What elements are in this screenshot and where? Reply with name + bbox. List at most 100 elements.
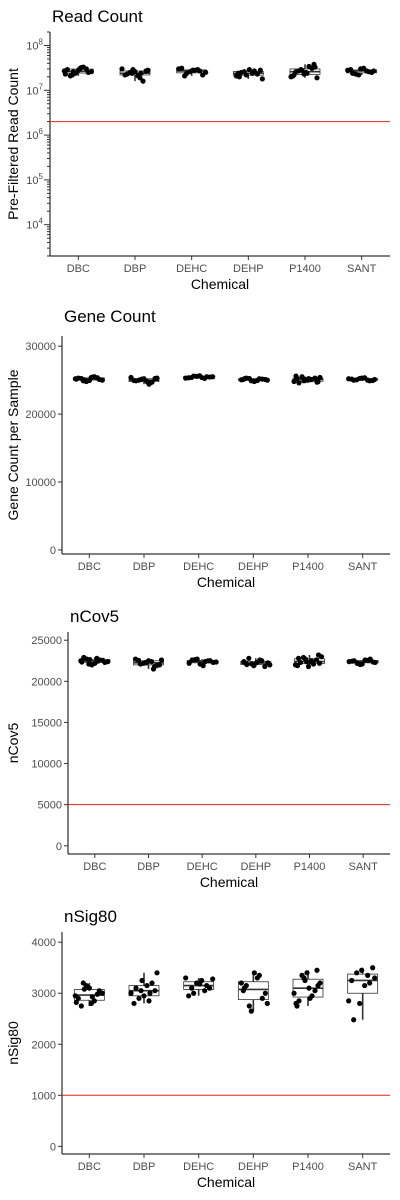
y-tick-label: 108 [26, 37, 43, 52]
y-tick-label: 105 [26, 172, 43, 187]
data-point [128, 990, 134, 996]
data-point [100, 657, 106, 663]
y-tick-label: 106 [26, 127, 43, 142]
data-point [86, 377, 92, 384]
data-point [148, 659, 155, 665]
data-point [189, 374, 195, 381]
data-point [78, 1003, 84, 1009]
data-point [152, 988, 158, 994]
data-point [143, 68, 149, 74]
data-point [99, 377, 105, 383]
x-tick-label: DBC [78, 1161, 101, 1173]
y-tick-label: 0 [50, 1141, 56, 1153]
data-point [91, 998, 97, 1004]
data-point [305, 663, 312, 670]
data-point [302, 977, 308, 984]
data-point [156, 662, 163, 668]
data-point [351, 1017, 357, 1023]
data-point [241, 69, 247, 75]
data-point [202, 375, 208, 382]
data-point [73, 376, 79, 382]
data-point [313, 657, 320, 663]
data-point [81, 377, 87, 383]
data-point [307, 995, 313, 1001]
panel-0: Read Count 104 105 106 107 108 DBC DBP DEHC DEHP P… [5, 7, 390, 292]
data-point [299, 972, 305, 978]
data-point [88, 69, 94, 75]
data-point [183, 975, 189, 981]
y-tick-label: 5000 [38, 800, 62, 812]
data-point [349, 658, 355, 664]
x-tick-label: P1400 [292, 561, 324, 573]
data-point [246, 66, 252, 73]
data-point [70, 69, 76, 75]
data-point [259, 995, 265, 1001]
data-point [89, 994, 95, 1000]
panel-1: Gene Count 0 10000 20000 30000 DBC DBP DEHC DEHP… [5, 307, 390, 590]
box-sant [347, 973, 379, 994]
data-point [370, 965, 376, 971]
x-tick-label: DEHP [238, 1161, 269, 1173]
data-point [203, 69, 209, 76]
data-point [119, 66, 125, 72]
data-point [133, 985, 139, 991]
data-point [246, 375, 252, 382]
data-point [291, 990, 297, 996]
x-tick-label: SANT [348, 1161, 378, 1173]
y-axis-label: nCov5 [5, 723, 21, 764]
data-point [365, 657, 371, 663]
y-tick-label: 25000 [31, 635, 62, 647]
data-point [95, 658, 101, 664]
data-point [73, 999, 79, 1006]
data-point [312, 375, 318, 381]
data-point [362, 982, 368, 989]
data-point [369, 69, 375, 76]
data-point [316, 660, 323, 666]
data-point [139, 376, 145, 382]
panel-title: nCov5 [70, 607, 119, 626]
data-point [262, 663, 268, 670]
data-point [197, 373, 203, 379]
data-point [182, 73, 188, 79]
y-tick-label: 15000 [31, 717, 62, 729]
data-point [152, 375, 158, 382]
data-point [296, 380, 302, 386]
data-point [131, 377, 137, 384]
data-point [83, 66, 89, 72]
data-point [154, 970, 160, 976]
data-point [292, 662, 299, 668]
data-point [306, 985, 312, 991]
data-point [365, 377, 371, 383]
data-point [246, 655, 252, 661]
data-point [122, 72, 128, 78]
data-point [251, 970, 257, 976]
y-tick-label: 107 [26, 82, 43, 97]
data-point [357, 375, 363, 382]
x-tick-label: DBP [124, 263, 147, 275]
data-point [94, 991, 100, 997]
data-point [262, 376, 268, 383]
panel-title: Read Count [52, 7, 143, 26]
data-point [259, 76, 265, 82]
data-point [67, 73, 73, 79]
data-point [318, 654, 325, 660]
y-axis-label: Pre-Filtered Read Count [5, 68, 21, 220]
data-point [179, 65, 185, 71]
data-point [356, 72, 362, 78]
data-point [236, 74, 242, 80]
x-tick-label: DBP [133, 1161, 156, 1173]
data-point [191, 990, 197, 996]
data-point [349, 977, 355, 984]
data-point [315, 982, 321, 989]
data-point [210, 374, 216, 380]
data-point [295, 655, 302, 661]
data-point [186, 660, 192, 666]
y-tick-label: 0 [56, 841, 62, 853]
x-tick-label: DEHP [241, 861, 272, 873]
y-tick-label: 20000 [31, 676, 62, 688]
data-point [200, 663, 206, 669]
data-point [138, 988, 144, 994]
data-point [136, 995, 142, 1001]
data-point [147, 380, 153, 386]
